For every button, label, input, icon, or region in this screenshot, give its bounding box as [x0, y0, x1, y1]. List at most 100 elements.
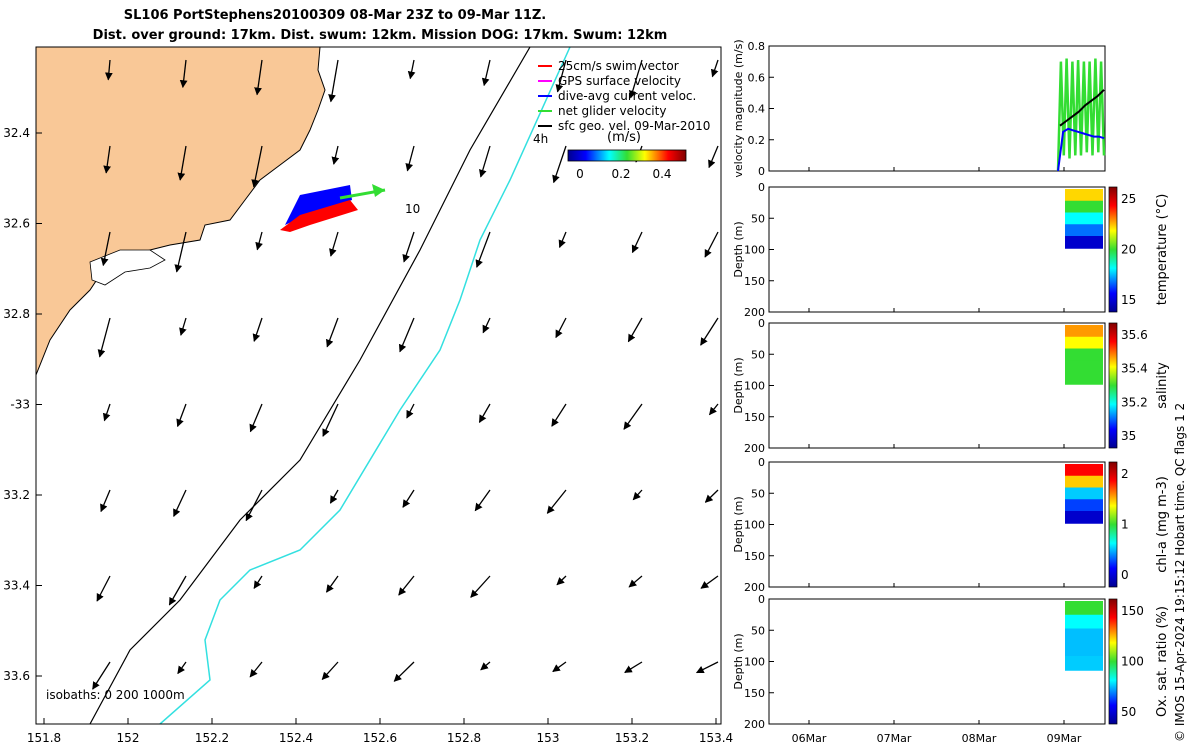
heatmap-cell [1065, 224, 1103, 237]
panel-y-tick-label: 50 [751, 624, 765, 637]
panel-y-tick-label: 200 [744, 442, 765, 455]
map-panel [36, 47, 721, 724]
colorbar-tick-label: 100 [1121, 655, 1144, 669]
colorbar-label: temperature (°C) [1155, 194, 1170, 306]
vector-arrow [96, 575, 111, 602]
colorbar-tick-label: 20 [1121, 243, 1136, 257]
panel-y-tick-label: 50 [751, 348, 765, 361]
heatmap-cell [1065, 511, 1103, 524]
isobaths-label: isobaths: 0 200 1000m [46, 688, 185, 702]
vector-arrow [628, 59, 643, 99]
glider-label: 10 [405, 202, 420, 216]
vector-arrow [555, 317, 567, 339]
colorbar-tick-label: 0 [1121, 568, 1129, 582]
heatmap-cell [1065, 200, 1103, 214]
vector-arrow [552, 661, 567, 673]
colorbar-tick-label: 0.4 [652, 167, 671, 181]
vector-arrow [478, 403, 491, 424]
vector-arrow [173, 489, 187, 518]
map-x-tick-label: 153 [537, 731, 560, 745]
vector-arrow [251, 145, 263, 188]
panel-x-tick-label: 06Mar [792, 732, 827, 745]
glider-track-red [280, 200, 358, 232]
panel-y-tick-label: 0 [758, 165, 765, 178]
map-x-tick-label: 152 [117, 731, 140, 745]
isobath-200 [159, 47, 571, 724]
vector-arrow [177, 661, 187, 675]
heatmap-cell [1065, 499, 1103, 512]
panel-y-tick-label: 100 [744, 519, 765, 532]
heatmap-cell [1065, 628, 1103, 644]
vector-arrow [176, 403, 187, 428]
colorbar-tick-label: 35 [1121, 429, 1136, 443]
heatmap-cell [1065, 336, 1103, 350]
colorbar-label: chl-a (mg m-3) [1155, 476, 1170, 573]
vector-arrow [623, 403, 643, 430]
vector-arrow [402, 231, 415, 263]
heatmap-cell [1065, 372, 1103, 385]
vector-arrow [104, 59, 113, 81]
vector-arrow [255, 231, 263, 251]
panel-y-tick-label: 150 [744, 411, 765, 424]
vector-arrow [406, 403, 415, 419]
panel-y-tick-label: 200 [744, 306, 765, 319]
panel-y-tick-label: 200 [744, 581, 765, 594]
vector-arrow [700, 317, 719, 346]
vector-arrow [329, 489, 339, 504]
colorbar-tick-label: 150 [1121, 604, 1144, 618]
vector-arrow [704, 489, 719, 503]
heatmap-cell [1065, 656, 1103, 671]
colorbar-tick-label: 1 [1121, 518, 1129, 532]
heatmap-4 [1065, 601, 1103, 671]
panel-y-tick-label: 0 [758, 181, 765, 194]
colorbar-tick-label: 25 [1121, 192, 1136, 206]
vector-arrow [551, 403, 567, 427]
vector-arrow [252, 317, 263, 342]
map-y-axis: 32.4 32.6 32.8 -33 33.2 33.4 33.6 [3, 126, 42, 683]
vector-arrow [92, 661, 111, 690]
series-line [1059, 89, 1105, 127]
panel-colorbar [1108, 598, 1118, 725]
vector-arrow [326, 575, 339, 593]
vector-arrow [555, 59, 567, 93]
vector-arrow [168, 575, 187, 606]
vector-arrow [100, 489, 111, 513]
colorbar-tick-label: 0.2 [611, 167, 630, 181]
vector-arrow [398, 317, 415, 353]
panel-colorbar [1108, 186, 1118, 313]
map-x-tick-label: 152.2 [195, 731, 229, 745]
map-y-tick-label: -33 [10, 398, 30, 412]
panel-frame [768, 322, 1106, 449]
vector-arrow [700, 575, 719, 589]
vector-arrow [398, 575, 415, 596]
map-y-tick-label: 33.6 [3, 669, 30, 683]
legend-label: net glider velocity [558, 104, 666, 118]
colorbar-title: (m/s) [607, 130, 641, 145]
panel-frame [768, 45, 1106, 172]
vector-arrow [482, 317, 491, 334]
heatmap-cell [1065, 487, 1103, 501]
vector-arrow [631, 231, 643, 254]
panel-x-tick-label: 07Mar [877, 732, 912, 745]
colorbar-tick-label: 15 [1121, 293, 1136, 307]
heatmap-cell [1065, 212, 1103, 226]
vector-arrow [245, 489, 263, 522]
map-x-axis: 151.8 152 152.2 152.4 152.6 152.8 153 153.2 153.… [27, 718, 733, 745]
panel-y-tick-label: 0.4 [748, 103, 766, 116]
panel-y-tick-label: 0 [758, 317, 765, 330]
heatmap-cell [1065, 464, 1103, 477]
heatmap-cell [1065, 189, 1103, 202]
colorbar-tick-label: 0 [576, 167, 584, 181]
map-x-tick-label: 153.4 [699, 731, 733, 745]
vector-arrow [179, 317, 187, 336]
panel-y-tick-label: 100 [744, 656, 765, 669]
panel-y-tick-label: 50 [751, 212, 765, 225]
vector-arrow [329, 231, 339, 257]
vector-arrow [249, 661, 263, 678]
panel-frame [768, 186, 1106, 313]
vector-arrow [704, 231, 719, 258]
panel-y-label: Depth (m) [732, 357, 745, 413]
estuary [89, 249, 166, 286]
